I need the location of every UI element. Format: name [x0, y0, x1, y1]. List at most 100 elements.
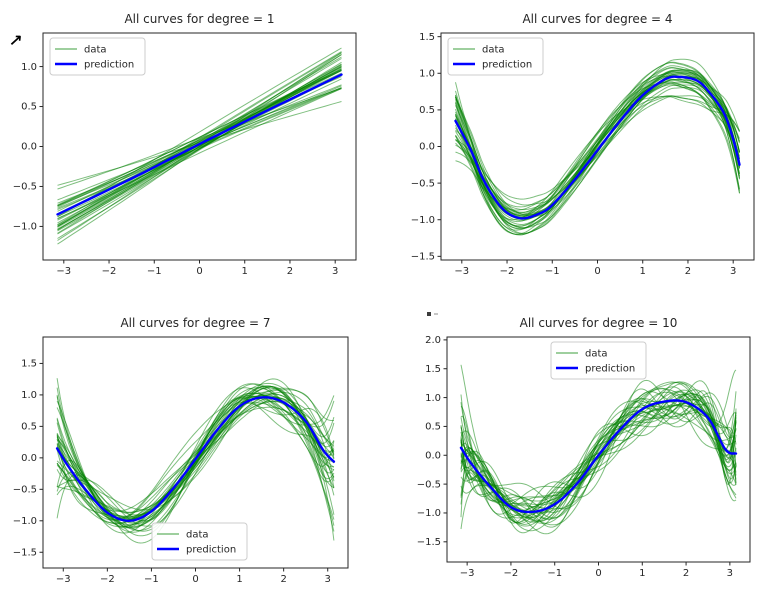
data-curve: [455, 67, 740, 219]
x-tick-label: 1: [242, 266, 248, 277]
plot-title: All curves for degree = 10: [519, 316, 678, 330]
y-tick-label: −1.5: [411, 252, 435, 263]
x-tick-label: 0: [196, 266, 202, 277]
data-curves: [57, 47, 342, 245]
prediction-curve: [454, 75, 741, 220]
x-tick-label: −2: [100, 574, 115, 585]
plot-title: All curves for degree = 4: [522, 12, 673, 26]
y-tick-label: 0.5: [21, 422, 37, 433]
x-tick-label: −1: [144, 574, 159, 585]
plot-canvas-degree-7: −3 −2 −1 0 1 2 3 1.5 1.0 0.5 0.0 −0.5 −1.0 −1.5 data pr…: [13, 336, 349, 585]
x-tick-label: −3: [460, 568, 475, 579]
legend-label-data: data: [84, 44, 107, 55]
axis-ticks: −3 −2 −1 0 1 2 3 1.5 1.0 0.5 0.0 −0.5 −1.0 −1.5: [411, 32, 737, 277]
data-curve: [460, 404, 737, 506]
y-tick-label: 1.5: [425, 364, 441, 375]
y-tick-label: −0.5: [417, 479, 441, 490]
y-tick-label: 0.5: [419, 105, 435, 116]
legend-label-data: data: [482, 44, 505, 55]
x-tick-label: 1: [639, 568, 645, 579]
legend-frame: [447, 37, 544, 76]
y-tick-label: 0.0: [21, 453, 37, 464]
plot-title: All curves for degree = 7: [120, 316, 271, 330]
legend-label-data: data: [585, 348, 608, 359]
y-tick-label: −0.5: [13, 485, 37, 496]
subplot-degree-10: All curves for degree = 10 −3 −2 −1 0 1 2 3 2.0…: [404, 310, 763, 589]
prediction-curve: [56, 73, 343, 216]
screen-artifact: [427, 312, 431, 316]
x-tick-label: 1: [640, 266, 646, 277]
legend-box: data prediction: [151, 522, 248, 561]
y-tick-label: 1.0: [21, 390, 37, 401]
x-tick-label: 1: [236, 574, 242, 585]
data-curve: [56, 395, 335, 527]
prediction-curve: [55, 396, 336, 522]
legend-frame: [550, 341, 647, 380]
curves-layer: [459, 364, 738, 535]
legend-label-prediction: prediction: [186, 544, 236, 555]
plot-canvas-degree-10: −3 −2 −1 0 1 2 3 2.0 1.5 1.0 0.5 0.0 −0.5 −1.0 −1.5 dat…: [417, 335, 751, 579]
plot-canvas-degree-1: −3 −2 −1 0 1 2 3 1.0 0.5 0.0 −0.5 −1.0 data predictio…: [13, 32, 357, 277]
legend-label-prediction: prediction: [482, 59, 532, 70]
prediction-curve: [459, 399, 738, 514]
x-tick-label: −1: [547, 568, 562, 579]
legend-box: data prediction: [49, 37, 146, 76]
y-tick-label: 2.0: [425, 335, 441, 346]
data-curve: [57, 88, 342, 210]
x-tick-label: −3: [56, 266, 71, 277]
x-tick-label: 0: [594, 266, 600, 277]
data-curve: [460, 379, 737, 524]
legend-label-prediction: prediction: [585, 363, 635, 374]
data-curve: [56, 389, 335, 521]
subplot-degree-7: All curves for degree = 7 −3 −2 −1 0 1 2 3 1.5 1…: [0, 310, 361, 595]
screen-artifact: [434, 313, 438, 315]
legend-box: data prediction: [550, 341, 647, 380]
x-tick-label: −1: [545, 266, 560, 277]
data-curve: [460, 391, 737, 534]
y-tick-label: 0.5: [21, 102, 37, 113]
legend-frame: [151, 522, 248, 561]
y-tick-label: 1.0: [419, 68, 435, 79]
x-tick-label: 3: [730, 266, 736, 277]
y-tick-label: −1.5: [417, 537, 441, 548]
data-curve: [57, 68, 342, 207]
x-tick-label: 2: [683, 568, 689, 579]
data-curve: [57, 51, 342, 227]
curves-layer: [454, 58, 741, 236]
data-curve: [57, 87, 342, 190]
legend-frame: [49, 37, 146, 76]
data-curve: [57, 51, 342, 226]
plot-title: All curves for degree = 1: [124, 12, 275, 26]
x-tick-label: 2: [287, 266, 293, 277]
x-tick-label: 2: [685, 266, 691, 277]
curves-layer: [55, 378, 336, 544]
data-curve: [460, 394, 737, 524]
legend-label-prediction: prediction: [84, 59, 134, 70]
x-tick-label: 3: [325, 574, 331, 585]
y-tick-label: −0.5: [411, 178, 435, 189]
y-tick-label: −1.0: [411, 215, 435, 226]
y-tick-label: 1.0: [21, 62, 37, 73]
y-tick-label: 0.5: [425, 422, 441, 433]
data-curve: [56, 387, 335, 533]
data-curve: [455, 78, 740, 227]
x-tick-label: −3: [454, 266, 469, 277]
x-tick-label: −2: [102, 266, 117, 277]
x-tick-label: 0: [192, 574, 198, 585]
axis-ticks: −3 −2 −1 0 1 2 3 1.0 0.5 0.0 −0.5 −1.0: [13, 62, 339, 277]
y-tick-label: −0.5: [13, 182, 37, 193]
legend-label-data: data: [186, 529, 209, 540]
plot-canvas-degree-4: −3 −2 −1 0 1 2 3 1.5 1.0 0.5 0.0 −0.5 −1.0 −1.5 data pr…: [411, 32, 755, 277]
y-tick-label: 1.0: [425, 393, 441, 404]
legend-box: data prediction: [447, 37, 544, 76]
subplot-degree-4: All curves for degree = 4 −3 −2 −1 0 1 2 3 1.5 1…: [398, 6, 767, 287]
axis-ticks: −3 −2 −1 0 1 2 3 1.5 1.0 0.5 0.0 −0.5 −1.0 −1.5: [13, 359, 331, 585]
y-tick-label: 0.0: [419, 142, 435, 153]
y-tick-label: 1.5: [21, 359, 37, 370]
curves-layer: [56, 47, 343, 245]
y-tick-label: 0.0: [425, 450, 441, 461]
data-curve: [460, 381, 737, 513]
subplot-degree-1: All curves for degree = 1 −3 −2 −1 0 1 2 3 1.0 0…: [0, 6, 369, 287]
x-tick-label: −2: [500, 266, 515, 277]
